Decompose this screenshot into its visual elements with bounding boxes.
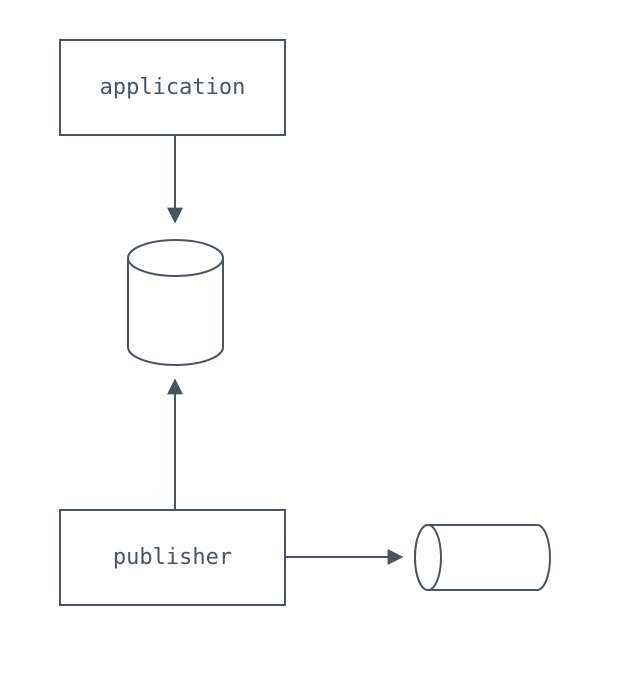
node-publisher: publisher [60, 510, 285, 605]
node-cylinder_h [415, 525, 550, 590]
node-label-publisher: publisher [113, 545, 232, 570]
node-application: application [60, 40, 285, 135]
node-label-application: application [100, 75, 246, 100]
diagram-canvas: application publisher [0, 0, 640, 680]
node-cylinder_v [128, 240, 223, 365]
